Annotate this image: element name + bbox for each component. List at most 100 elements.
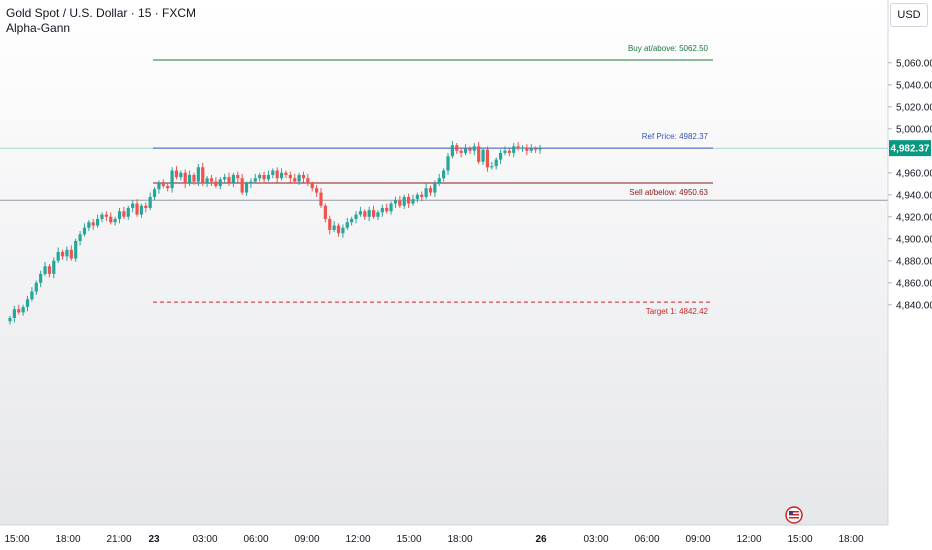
- candle-body: [415, 194, 419, 200]
- candle-body: [424, 188, 428, 197]
- candle-body: [371, 210, 376, 217]
- candle-body: [218, 179, 222, 186]
- y-tick-label: 5,060.00: [896, 58, 932, 69]
- candle-body: [126, 207, 130, 217]
- candle-body: [170, 170, 174, 189]
- candle-body: [12, 309, 16, 318]
- candle-body: [507, 150, 511, 153]
- candle-body: [244, 183, 249, 193]
- candle-body: [402, 196, 406, 206]
- level-label-target: Target 1: 4842.42: [646, 307, 709, 316]
- candle-body: [174, 170, 179, 178]
- candle-body: [275, 170, 279, 179]
- candle-body: [43, 266, 47, 274]
- y-tick-label: 4,920.00: [896, 212, 932, 223]
- candle-body: [328, 218, 332, 230]
- x-tick-label: 18:00: [55, 534, 80, 545]
- candle-body: [306, 178, 310, 184]
- y-tick-label: 4,840.00: [896, 300, 932, 311]
- currency-button[interactable]: USD: [890, 3, 928, 27]
- candle-body: [310, 183, 314, 189]
- candle-body: [223, 177, 227, 180]
- candle-body: [534, 148, 538, 150]
- candle-body: [442, 170, 446, 179]
- candle-body: [52, 260, 56, 274]
- candle-body: [301, 174, 306, 179]
- candle-body: [354, 214, 358, 219]
- candle-body: [477, 146, 481, 162]
- x-tick-label: 09:00: [685, 534, 710, 545]
- y-tick-label: 5,020.00: [896, 102, 932, 113]
- y-tick-label: 5,040.00: [896, 80, 932, 91]
- candle-body: [332, 225, 336, 230]
- candle-body: [113, 218, 117, 223]
- candle-body: [398, 200, 402, 206]
- y-tick-label: 4,900.00: [896, 234, 932, 245]
- candle-body: [201, 167, 205, 184]
- candle-body: [78, 234, 82, 241]
- candle-body: [481, 149, 485, 162]
- candle-body: [323, 205, 327, 219]
- candle-body: [336, 225, 341, 234]
- candle-body: [183, 172, 187, 184]
- candle-body: [249, 181, 253, 184]
- candle-body: [74, 240, 78, 259]
- candle-body: [288, 174, 292, 179]
- candle-body: [428, 188, 433, 193]
- level-label-buy: Buy at/above: 5062.50: [628, 44, 709, 53]
- candle-body: [358, 211, 363, 215]
- candle-body: [345, 222, 349, 228]
- candle-body: [525, 147, 529, 151]
- candle-body: [468, 148, 472, 151]
- x-tick-label: 15:00: [4, 534, 29, 545]
- indicator-name[interactable]: Alpha-Gann: [6, 21, 71, 35]
- symbol-title[interactable]: Gold Spot / U.S. Dollar · 15 · FXCM: [6, 6, 197, 20]
- candle-body: [91, 222, 95, 226]
- candle-body: [376, 212, 380, 217]
- candle-body: [297, 174, 301, 182]
- candle-body: [60, 251, 65, 257]
- candle-body: [39, 273, 43, 283]
- candle-body: [446, 156, 450, 171]
- x-tick-label: 09:00: [294, 534, 319, 545]
- candle-body: [420, 194, 424, 197]
- x-tick-label: 03:00: [583, 534, 608, 545]
- candle-body: [494, 159, 498, 167]
- x-tick-label: 15:00: [787, 534, 812, 545]
- candle-body: [253, 178, 257, 182]
- candle-body: [284, 172, 288, 175]
- candle-body: [25, 299, 30, 307]
- candle-body: [538, 148, 542, 150]
- candle-body: [271, 170, 275, 175]
- us-flag-icon[interactable]: [785, 506, 803, 524]
- candle-body: [209, 178, 214, 182]
- x-tick-label: 21:00: [106, 534, 131, 545]
- level-label-ref: Ref Price: 4982.37: [642, 132, 709, 141]
- candle-body: [367, 210, 371, 217]
- candle-body: [231, 174, 235, 184]
- candle-body: [205, 178, 209, 184]
- candle-body: [69, 249, 73, 259]
- candle-body: [117, 211, 122, 219]
- x-tick-label: 18:00: [838, 534, 863, 545]
- x-tick-label: 12:00: [736, 534, 761, 545]
- candle-body: [131, 203, 135, 208]
- candle-body: [196, 167, 200, 182]
- candle-body: [8, 317, 12, 322]
- candle-body: [520, 147, 525, 149]
- y-tick-label: 4,960.00: [896, 168, 932, 179]
- candle-body: [122, 211, 126, 217]
- candle-body: [490, 166, 494, 168]
- y-tick-label: 4,940.00: [896, 190, 932, 201]
- candle-body: [21, 306, 25, 313]
- candle-body: [411, 199, 415, 204]
- candle-body: [293, 178, 297, 182]
- x-tick-label: 23: [148, 534, 160, 545]
- candle-body: [459, 150, 463, 153]
- candle-body: [135, 203, 139, 215]
- candle-body: [179, 172, 183, 178]
- candle-body: [100, 214, 104, 219]
- candle-body: [82, 227, 87, 235]
- candle-body: [529, 148, 533, 151]
